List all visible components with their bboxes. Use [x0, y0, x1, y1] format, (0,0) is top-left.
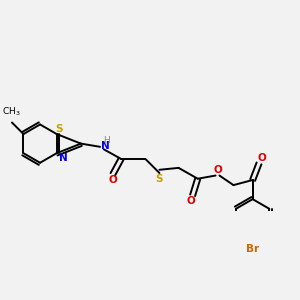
- Text: CH$_3$: CH$_3$: [2, 106, 21, 118]
- Text: O: O: [108, 175, 117, 185]
- Text: O: O: [257, 153, 266, 163]
- Text: S: S: [156, 174, 163, 184]
- Text: H: H: [103, 136, 110, 145]
- Text: Br: Br: [246, 244, 259, 254]
- Text: N: N: [59, 153, 68, 163]
- Text: S: S: [56, 124, 63, 134]
- Text: O: O: [187, 196, 196, 206]
- Text: N: N: [101, 141, 110, 151]
- Text: O: O: [214, 165, 223, 175]
